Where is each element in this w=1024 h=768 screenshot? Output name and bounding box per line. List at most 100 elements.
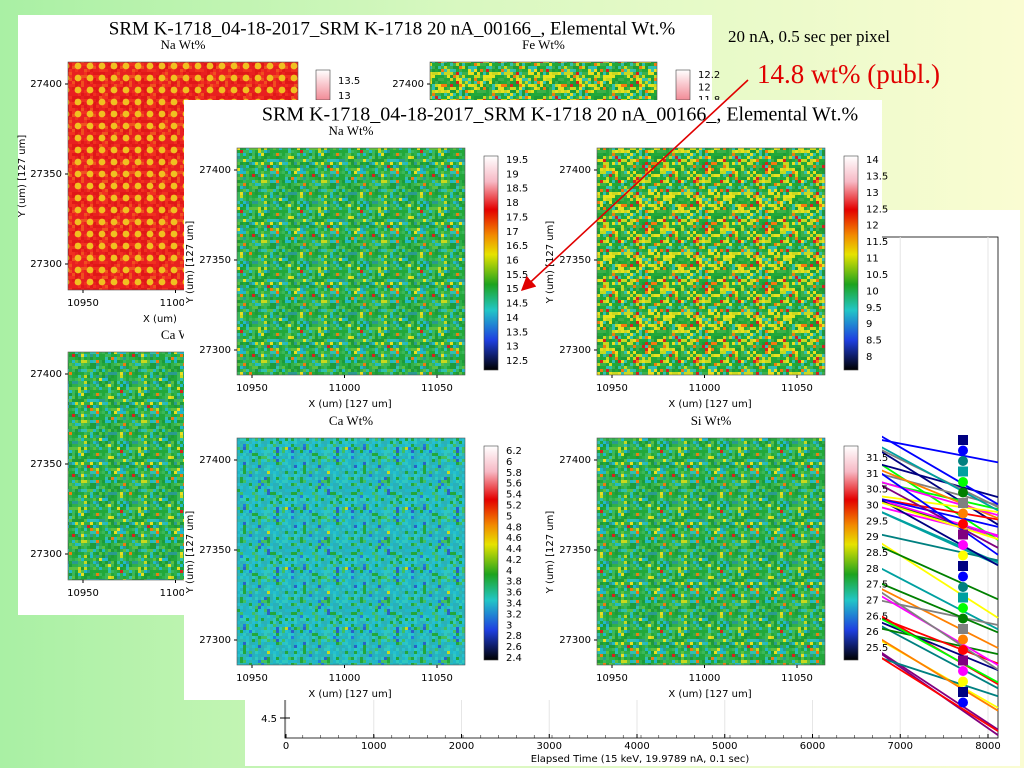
marker (958, 561, 968, 571)
trend-line (879, 567, 999, 631)
colorbar-label: 15.5 (506, 270, 528, 281)
x-tick-label: 11050 (781, 383, 813, 394)
x-tick-label: 6000 (800, 741, 825, 752)
x-axis-label: X (um) [127 um] (668, 689, 751, 700)
colorbar-label: 4.8 (506, 522, 522, 533)
colorbar-label: 30 (866, 501, 879, 512)
trend-line (879, 471, 999, 556)
colorbar-label: 13 (338, 91, 351, 102)
colorbar-label: 3.8 (506, 577, 522, 588)
y-tick-label: 27350 (199, 545, 231, 556)
x-tick-label: 10950 (596, 383, 628, 394)
colorbar-label: 12.5 (866, 204, 888, 215)
trend-line (879, 656, 999, 732)
x-tick-label: 10950 (236, 673, 268, 684)
x-tick-label: 0 (283, 741, 289, 752)
colorbar-label: 17.5 (506, 212, 528, 223)
marker (958, 529, 968, 540)
front-panel: SRM K-1718_04-18-2017_SRM K-1718 20 nA_0… (184, 100, 888, 700)
trend-line (879, 582, 999, 634)
map-title: Na Wt% (161, 37, 206, 52)
trend-line (879, 483, 999, 549)
x-tick-label: 11000 (329, 673, 361, 684)
map-title: Si Wt% (691, 413, 732, 428)
trend-line (879, 545, 999, 601)
trend-line (879, 462, 999, 541)
trend-line (879, 587, 999, 649)
y-tick-label: 27300 (30, 259, 62, 270)
map-title: Fe Wt% (522, 37, 565, 52)
trend-line (879, 449, 999, 526)
colorbar-label: 27.5 (866, 580, 888, 591)
marker (958, 435, 968, 445)
y-tick-label: 27350 (559, 545, 591, 556)
map-title: Ca Wt% (329, 413, 373, 428)
x-axis-label: X (um) [127 um] (308, 689, 391, 700)
colorbar-label: 29.5 (866, 516, 888, 527)
trend-line (879, 463, 999, 498)
colorbar (483, 445, 499, 661)
colorbar-label: 5.4 (506, 490, 522, 501)
colorbar-label: 19 (506, 169, 519, 180)
x-tick-label: 11050 (421, 383, 453, 394)
colorbar-label: 13.5 (866, 171, 888, 182)
colorbar-label: 8 (866, 352, 872, 363)
marker (958, 487, 968, 498)
trend-line (879, 434, 999, 506)
colorbar-label: 16.5 (506, 241, 528, 252)
trend-line (879, 590, 999, 671)
y-tick-label: 27350 (199, 255, 231, 266)
colorbar (483, 155, 499, 371)
colorbar (843, 445, 859, 661)
colorbar-label: 5.8 (506, 468, 522, 479)
colorbar-label: 12 (866, 221, 879, 232)
trend-line (879, 498, 999, 521)
x-tick-label: 11000 (689, 383, 721, 394)
marker (958, 550, 968, 561)
map-image (596, 147, 826, 376)
y-tick-label: 27300 (559, 635, 591, 646)
marker (958, 666, 968, 676)
y-tick-label: 27400 (392, 79, 424, 90)
y-tick-label: 27300 (30, 549, 62, 560)
colorbar-label: 13.5 (506, 327, 528, 338)
trend-line (879, 438, 999, 464)
colorbar-label: 3.6 (506, 588, 522, 599)
colorbar-label: 15 (506, 284, 519, 295)
colorbar-label: 11 (866, 254, 879, 265)
y-axis-label: Y (um) [127 um] (17, 135, 28, 219)
trend-line (879, 617, 999, 684)
colorbar-label: 2.8 (506, 631, 522, 642)
map-image (236, 437, 466, 666)
colorbar-label: 5.6 (506, 479, 522, 490)
map-image (236, 147, 466, 376)
colorbar-label: 5.2 (506, 500, 522, 511)
colorbar (843, 155, 859, 371)
marker (958, 603, 968, 613)
x-axis-label: X (um) [127 um] (308, 399, 391, 410)
y-tick-label: 27300 (559, 345, 591, 356)
marker (958, 498, 968, 508)
colorbar-label: 8.5 (866, 336, 882, 347)
x-tick-label: 10950 (236, 383, 268, 394)
panel-title: SRM K-1718_04-18-2017_SRM K-1718 20 nA_0… (262, 104, 858, 126)
trend-line (879, 498, 999, 537)
colorbar-label: 28.5 (866, 548, 888, 559)
x-tick-label: 10950 (67, 588, 99, 599)
colorbar-label: 31 (866, 469, 879, 480)
colorbar-label: 13 (866, 188, 879, 199)
y-tick-label: 27350 (559, 255, 591, 266)
colorbar-label: 3 (506, 620, 512, 631)
marker (958, 477, 968, 487)
colorbar-label: 25.5 (866, 643, 888, 654)
y-axis-label: Y (um) [127 um] (185, 511, 196, 595)
x-tick-label: 11050 (781, 673, 813, 684)
marker (958, 634, 968, 645)
colorbar-label: 17 (506, 227, 519, 238)
marker (958, 445, 968, 456)
trend-line (879, 637, 999, 712)
trend-line (879, 495, 999, 513)
y-tick-label: 27350 (30, 169, 62, 180)
colorbar-label: 18.5 (506, 184, 528, 195)
colorbar-label: 14.5 (506, 299, 528, 310)
